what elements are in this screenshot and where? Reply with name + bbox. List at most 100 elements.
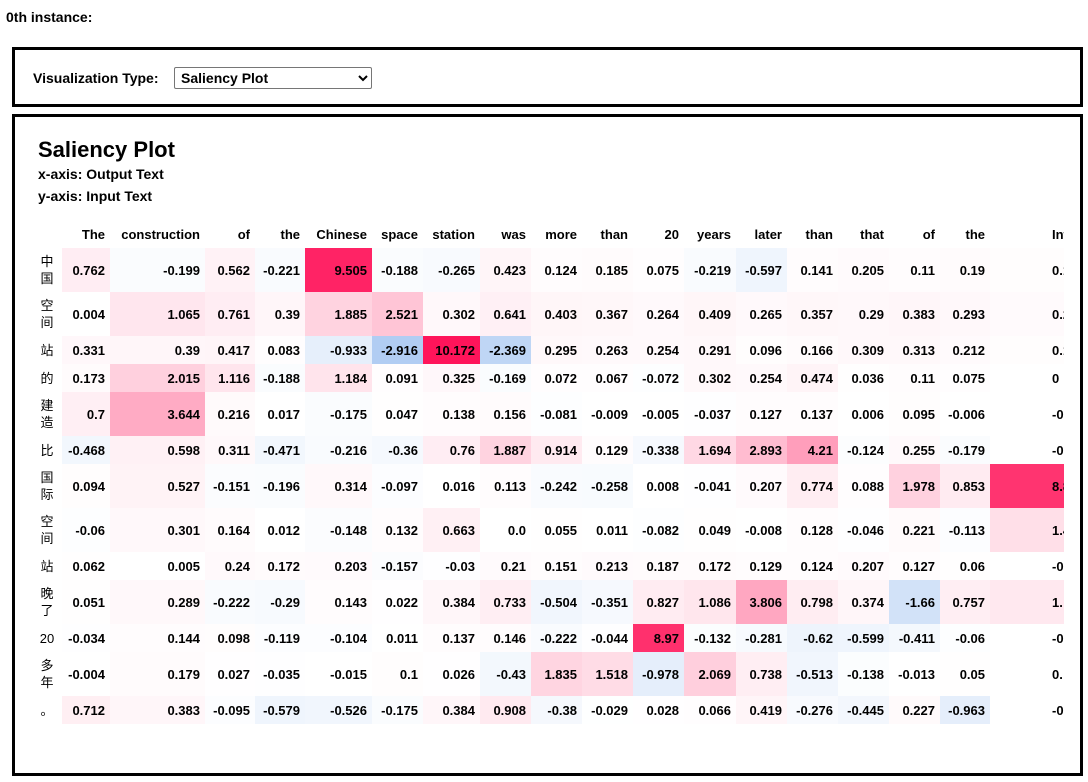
saliency-cell: 1.887	[480, 436, 531, 464]
saliency-cell: -0.148	[305, 508, 372, 552]
saliency-cell: 0.598	[110, 436, 205, 464]
saliency-cell: 0.227	[889, 696, 940, 724]
saliency-cell: -0.242	[531, 464, 582, 508]
saliency-cell: 0.302	[423, 292, 480, 336]
saliency-cell: 0.166	[787, 336, 838, 364]
saliency-cell: 0.156	[480, 392, 531, 436]
saliency-cell: 0.301	[110, 508, 205, 552]
saliency-cell: 0.264	[633, 292, 684, 336]
column-header: later	[754, 226, 782, 242]
row-label: 空间	[40, 514, 54, 546]
saliency-cell: -0.468	[62, 436, 110, 464]
saliency-cell: -0.104	[305, 624, 372, 652]
saliency-cell: -0.219	[684, 248, 736, 292]
saliency-cell: 0.124	[787, 552, 838, 580]
saliency-cell: -0.081	[531, 392, 582, 436]
saliency-cell: 0.026	[423, 652, 480, 696]
row-label: 中国	[40, 254, 54, 286]
saliency-cell: 0.562	[205, 248, 255, 292]
column-header: space	[381, 226, 418, 242]
saliency-cell: 0.137	[787, 392, 838, 436]
saliency-cell: 0.853	[940, 464, 990, 508]
saliency-cell: 1.978	[889, 464, 940, 508]
row-label: 多年	[40, 658, 54, 690]
saliency-cell: -0.188	[255, 364, 305, 392]
saliency-cell: -0.281	[736, 624, 787, 652]
saliency-cell: 0.094	[62, 464, 110, 508]
saliency-cell: -0.113	[940, 508, 990, 552]
saliency-cell: -0.513	[787, 652, 838, 696]
saliency-cell: -0.005	[633, 392, 684, 436]
saliency-cell: -0.29	[255, 580, 305, 624]
saliency-cell: 0.055	[531, 508, 582, 552]
saliency-cell: -2.369	[480, 336, 531, 364]
saliency-cell: -0.597	[736, 248, 787, 292]
saliency-cell: 2.893	[736, 436, 787, 464]
saliency-cell: 0.113	[480, 464, 531, 508]
saliency-cell: -0.526	[305, 696, 372, 724]
saliency-cell: -0.221	[255, 248, 305, 292]
saliency-cell: 0.172	[255, 552, 305, 580]
saliency-cell: -0.072	[633, 364, 684, 392]
saliency-cell: -0.169	[480, 364, 531, 392]
saliency-cell: -0.046	[838, 508, 889, 552]
column-header: years	[697, 226, 731, 242]
saliency-cell: 0.051	[62, 580, 110, 624]
saliency-cell: 0.205	[838, 248, 889, 292]
row-label: 站	[40, 342, 54, 358]
row-label: 20	[39, 630, 55, 646]
saliency-cell: -0.015	[305, 652, 372, 696]
saliency-cell: 0.384	[423, 696, 480, 724]
data-row: 20 -0.034 0.144 0.098 -0.119 -0.104 0.011 0.137…	[32, 624, 1064, 652]
saliency-cell: 0.423	[480, 248, 531, 292]
saliency-cell: 0.733	[480, 580, 531, 624]
data-row: 的 0.173 2.015 1.116 -0.188 1.184 0.091 0.325 -0.…	[32, 364, 1064, 392]
row-label: 比	[40, 442, 54, 458]
saliency-cell: 0.774	[787, 464, 838, 508]
plot-panel: Saliency Plot x-axis: Output Text y-axis…	[12, 114, 1083, 776]
visualization-select[interactable]: Saliency Plot	[174, 67, 372, 89]
saliency-cell: 0.028	[633, 696, 684, 724]
saliency-cell: 0.255	[889, 436, 940, 464]
saliency-cell: 0.7	[62, 392, 110, 436]
saliency-cell: 1.086	[684, 580, 736, 624]
data-row: 比 -0.468 0.598 0.311 -0.471 -0.216 -0.36 0.76 1.…	[32, 436, 1064, 464]
saliency-cell: 0.216	[205, 392, 255, 436]
saliency-cell: 0.095	[889, 392, 940, 436]
saliency-cell: 0.527	[110, 464, 205, 508]
saliency-cell: -0.041	[684, 464, 736, 508]
saliency-cell: 0.663	[423, 508, 480, 552]
saliency-cell: -0.276	[787, 696, 838, 724]
saliency-cell: 0.004	[62, 292, 110, 336]
saliency-cell: -0.471	[255, 436, 305, 464]
saliency-cell: 0.144	[110, 624, 205, 652]
saliency-cell: 1.065	[110, 292, 205, 336]
saliency-cell: 0.19	[940, 248, 990, 292]
saliency-cell: 0.096	[736, 336, 787, 364]
saliency-cell: 0.291	[684, 336, 736, 364]
saliency-cell: 0.173	[62, 364, 110, 392]
saliency-cell: -0.43	[480, 652, 531, 696]
saliency-cell: -0.013	[889, 652, 940, 696]
saliency-cell: -0.196	[255, 464, 305, 508]
saliency-cell: 0.738	[736, 652, 787, 696]
saliency-cell: -0.009	[582, 392, 633, 436]
saliency-cell: 0.295	[531, 336, 582, 364]
saliency-cell: 0.011	[582, 508, 633, 552]
saliency-cell: 0.164	[205, 508, 255, 552]
column-header: the	[280, 226, 301, 242]
saliency-cell: 0.129	[736, 552, 787, 580]
saliency-cell: 0.05	[940, 652, 990, 696]
saliency-cell: 0.203	[305, 552, 372, 580]
saliency-cell: 0.212	[940, 336, 990, 364]
saliency-cell: -0.124	[838, 436, 889, 464]
saliency-cell: 0.127	[736, 392, 787, 436]
saliency-cell: 0.367	[582, 292, 633, 336]
saliency-cell: 8.8	[990, 464, 1064, 508]
saliency-cell: 0.1	[990, 248, 1064, 292]
saliency-cell: 1.835	[531, 652, 582, 696]
saliency-cell: 0.641	[480, 292, 531, 336]
table-scroll[interactable]: The construction of the Chinese space station w…	[32, 220, 1064, 760]
saliency-cell: 0.027	[205, 652, 255, 696]
